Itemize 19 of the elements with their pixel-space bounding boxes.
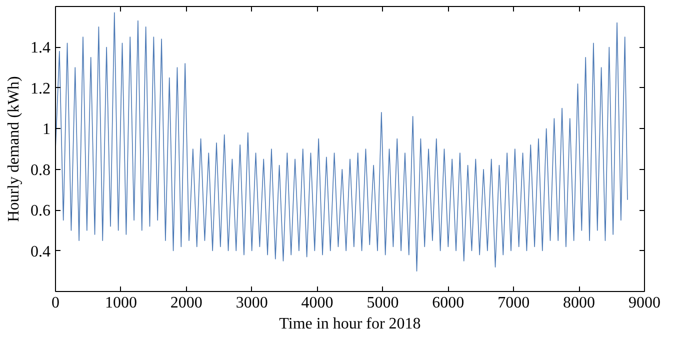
x-tick-label: 5000: [366, 294, 399, 312]
x-tick-label: 0: [52, 294, 60, 312]
y-tick-label: 0.6: [30, 202, 50, 220]
x-tick-label: 6000: [432, 294, 464, 312]
line-series: [56, 12, 628, 272]
x-tick-label: 4000: [301, 294, 334, 312]
y-tick-label: 1.4: [30, 40, 50, 57]
y-tick-label: 0.4: [30, 243, 50, 260]
y-tick-label: 0.8: [30, 162, 50, 179]
y-axis-title: Hourly demand (kWh): [6, 76, 22, 222]
x-tick-label: 7000: [498, 294, 530, 312]
x-tick-label: 3000: [236, 294, 268, 312]
x-tick-label: 8000: [563, 294, 596, 312]
x-axis-title: Time in hour for 2018: [279, 316, 421, 332]
x-tick-label: 9000: [628, 294, 660, 312]
x-tick-label: 2000: [170, 294, 202, 312]
x-tick-label: 1000: [104, 294, 137, 312]
y-tick-label: 1.2: [30, 80, 50, 98]
y-tick-label: 1: [42, 121, 50, 138]
